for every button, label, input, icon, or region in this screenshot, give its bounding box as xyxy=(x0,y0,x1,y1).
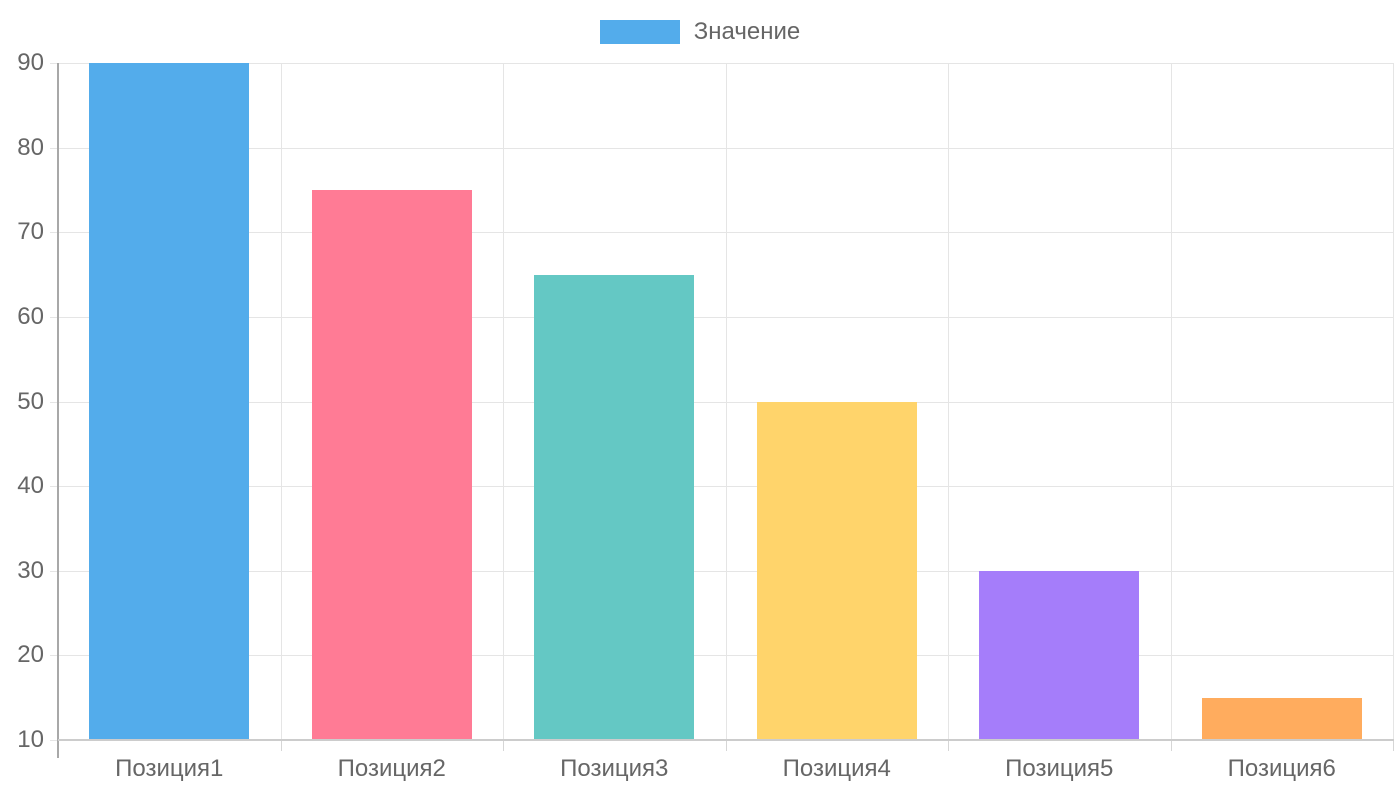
y-axis-tick-label: 50 xyxy=(17,387,44,415)
gridline-y-40 xyxy=(50,486,1393,488)
y-axis-tick-label: 70 xyxy=(17,218,44,246)
gridline-x-boundary-5 xyxy=(1170,63,1172,740)
gridline-x-boundary-3 xyxy=(725,63,727,740)
gridline-y-20 xyxy=(50,655,1393,657)
x-axis-tick xyxy=(503,740,504,751)
y-axis-tick-label: 80 xyxy=(17,133,44,161)
y-axis-tick-label: 40 xyxy=(17,472,44,500)
x-axis-category-label: Позиция1 xyxy=(115,755,224,782)
y-axis-tick-label: 30 xyxy=(17,556,44,584)
x-axis-line xyxy=(58,739,1394,741)
gridline-x-boundary-2 xyxy=(503,63,504,740)
bar-позиция4[interactable] xyxy=(756,401,917,740)
gridline-x-boundary-4 xyxy=(948,63,949,740)
x-axis-category-label: Позиция2 xyxy=(337,755,446,782)
gridline-x-boundary-1 xyxy=(280,63,282,740)
bar-позиция5[interactable] xyxy=(979,570,1140,740)
y-axis-tick-label: 20 xyxy=(17,641,44,669)
x-axis-tick xyxy=(280,740,282,751)
legend-item-value[interactable]: Значение xyxy=(599,16,801,48)
x-axis-tick xyxy=(1393,740,1394,751)
gridline-y-90 xyxy=(50,63,1393,64)
x-axis-tick xyxy=(948,740,949,751)
gridline-y-60 xyxy=(50,316,1393,318)
gridline-y-80 xyxy=(50,147,1393,149)
legend-label: Значение xyxy=(693,18,801,45)
bar-позиция1[interactable] xyxy=(89,63,250,740)
gridline-y-30 xyxy=(50,570,1393,572)
gridline-y-70 xyxy=(50,232,1393,234)
bar-позиция2[interactable] xyxy=(311,189,472,740)
y-axis-line xyxy=(57,63,59,758)
bar-позиция6[interactable] xyxy=(1201,697,1362,740)
x-axis-category-label: Позиция6 xyxy=(1227,755,1336,782)
y-axis-tick-label: 60 xyxy=(17,302,44,330)
chart-legend: Значение xyxy=(0,16,1400,48)
x-axis-category-label: Позиция4 xyxy=(782,755,891,782)
x-axis-tick xyxy=(1170,740,1172,751)
legend-swatch xyxy=(599,20,680,44)
x-axis-category-label: Позиция5 xyxy=(1005,755,1114,782)
y-axis-tick-label: 90 xyxy=(17,49,44,76)
y-axis-tick-label: 10 xyxy=(17,726,44,753)
bar-позиция3[interactable] xyxy=(534,274,695,740)
gridline-y-50 xyxy=(50,401,1393,403)
gridline-x-boundary-6 xyxy=(1393,63,1394,740)
x-axis-category-label: Позиция3 xyxy=(560,755,669,782)
x-axis-tick xyxy=(725,740,727,751)
